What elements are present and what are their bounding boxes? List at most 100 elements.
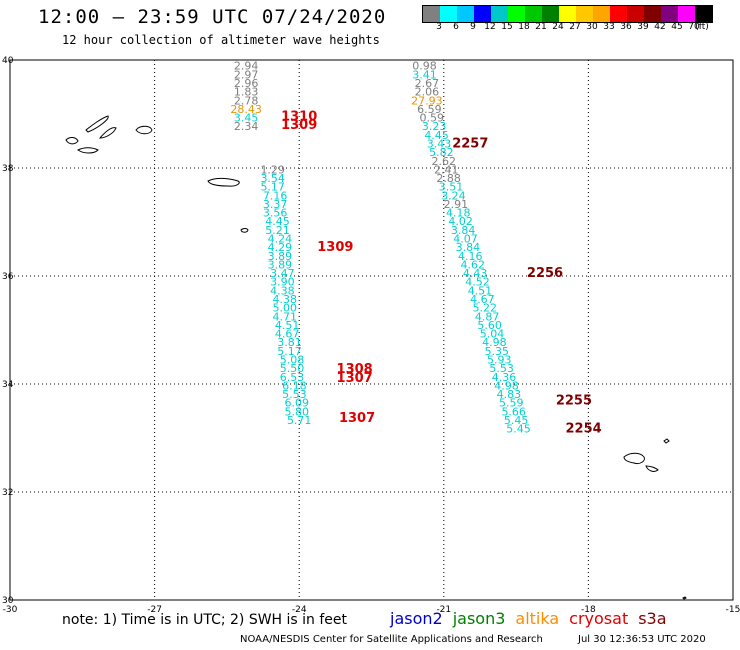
island-outline [207,177,240,187]
color-swatch [440,6,457,22]
color-swatch [610,6,627,22]
wave-height-value: 0.98 [412,60,437,73]
page-subtitle: 12 hour collection of altimeter wave hei… [62,33,380,47]
legend-altika: altika [515,609,560,628]
lat-tick-label: 32 [2,488,13,498]
legend-jason2: jason2 [390,609,443,628]
wave-height-value: 1.29 [260,163,285,176]
color-scale-label: 3 [436,22,442,32]
wave-height-value: 0.59 [420,112,445,125]
color-scale-label: 24 [552,22,564,32]
wave-height-value: 5.08 [280,353,305,366]
wave-height-value: 4.16 [458,250,483,263]
island-outline [77,147,99,154]
lon-tick-label: -21 [436,605,451,615]
color-swatch [474,6,491,22]
wave-height-value: 6.09 [285,397,310,410]
wave-height-value: 5.17 [260,181,285,194]
legend-jason3: jason3 [452,609,506,628]
pass-time-label: 2255 [556,394,592,409]
pass-time-label: 1307 [339,411,375,426]
color-swatch [457,6,474,22]
wave-height-value: 2.06 [415,86,440,99]
wave-height-value: 4.83 [497,388,522,401]
wave-height-value: 1.83 [234,86,259,99]
color-swatch [508,6,525,22]
wave-height-value: 5.53 [489,362,514,375]
wave-height-value: 4.98 [482,336,507,349]
wave-height-value: 3.56 [263,207,288,220]
color-scale-label: 9 [470,22,476,32]
lon-tick-label: -18 [581,605,596,615]
lat-tick-label: 40 [2,56,14,66]
color-scale-label: 70 [688,22,700,32]
island-outline [240,228,249,233]
wave-height-value: 4.87 [475,310,500,323]
wave-height-value: 4.52 [465,276,490,289]
wave-height-value: 3.89 [268,250,293,263]
wave-height-value: 3.37 [263,198,288,211]
wave-height-value: 5.93 [487,353,512,366]
wave-height-value: 2.96 [234,77,259,90]
wave-height-value: 4.38 [270,284,295,297]
wave-height-value: 4.45 [265,215,290,228]
color-swatch [593,6,610,22]
wave-height-value: 5.35 [485,345,510,358]
wave-height-value: 5.66 [501,405,526,418]
wave-height-value: 4.24 [268,233,293,246]
color-scale-label: 6 [453,22,459,32]
pass-time-label: 1310 [281,109,317,124]
wave-height-value: 5.45 [504,414,529,427]
page-title: 12:00 – 23:59 UTC 07/24/2020 [38,6,387,28]
color-scale-label: 39 [637,22,649,32]
wave-height-value: 3.84 [451,224,476,237]
wave-height-value: 3.54 [260,172,285,185]
lon-tick-label: -15 [726,605,740,615]
wave-height-value: 7.16 [263,189,288,202]
island-outline [85,115,109,133]
pass-time-label: 1308 [337,362,373,377]
island-outline [663,438,670,444]
generated-timestamp: Jul 30 12:36:53 UTC 2020 [578,634,706,645]
pass-time-label: 1307 [337,371,373,386]
color-swatch [644,6,661,22]
lon-tick-label: -30 [3,605,18,615]
wave-height-value: 4.51 [275,319,300,332]
wave-height-value: 6.59 [417,103,442,116]
color-scale-label: (ft) [695,22,709,32]
color-swatch [661,6,678,22]
color-swatch [559,6,576,22]
wave-height-value: 3.81 [277,336,302,349]
lon-tick-label: -24 [292,605,307,615]
wave-height-value: 4.62 [460,258,485,271]
island-outline [645,465,659,472]
wave-height-value: 2.67 [415,77,440,90]
color-scale-label: 33 [603,22,615,32]
wave-height-value: 4.51 [468,284,493,297]
footer-note: note: 1) Time is in UTC; 2) SWH is in fe… [62,612,348,628]
color-scale-label: 36 [620,22,632,32]
wave-height-value: 5.80 [285,405,310,418]
color-scale-label: 45 [671,22,683,32]
lat-tick-label: 36 [2,272,14,282]
wave-height-value: 4.07 [453,233,478,246]
wave-height-value: 5.82 [429,146,454,159]
wave-height-value: 3.51 [439,181,464,194]
pass-time-label: 2257 [452,136,488,151]
color-swatch [678,6,695,22]
color-swatch [695,6,712,22]
wave-height-value: 3.90 [270,276,295,289]
color-scale-label: 12 [484,22,496,32]
wave-height-value: 4.98 [494,379,519,392]
lat-tick-label: 30 [2,596,14,606]
island-outline [682,596,687,600]
legend-s3a: s3a [638,609,667,628]
wave-height-value: 4.02 [448,215,473,228]
wave-height-value: 6.53 [280,371,305,384]
wave-height-value: 4.29 [268,241,293,254]
wave-height-value: 4.45 [424,129,449,142]
wave-height-value: 4.38 [272,293,297,306]
wave-height-value: 5.71 [287,414,312,427]
island-outline [623,452,645,464]
